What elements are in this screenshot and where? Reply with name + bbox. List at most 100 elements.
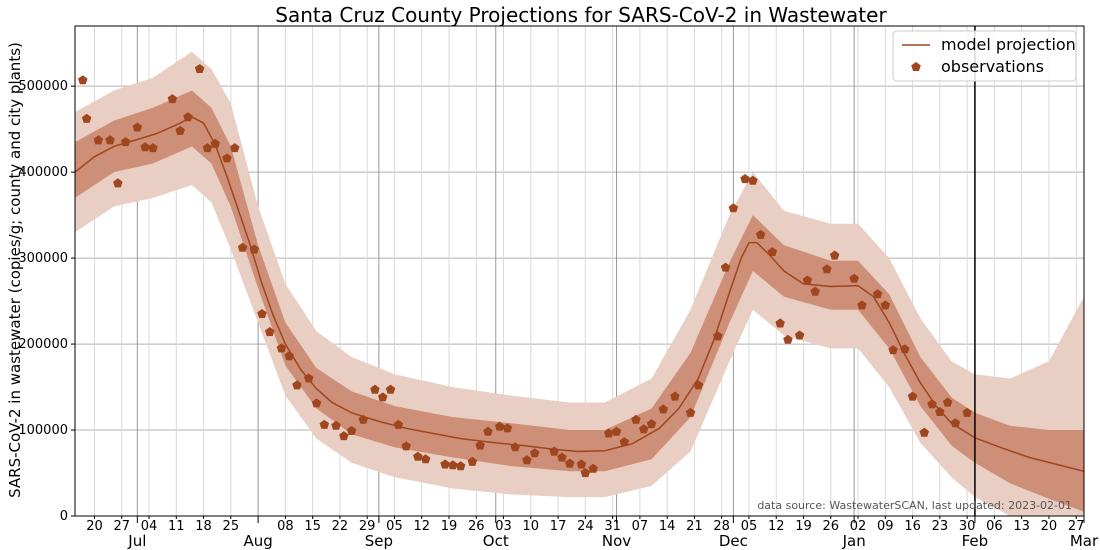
confidence-bands <box>75 51 1084 517</box>
observation-point <box>880 300 891 310</box>
observation-point <box>619 437 630 447</box>
x-week-label: 12 <box>413 519 430 534</box>
x-week-label: 13 <box>1013 519 1030 534</box>
observation-point <box>148 143 158 153</box>
observation-point <box>237 242 248 252</box>
observation-point <box>728 203 739 213</box>
axes: 0 100000 200000 300000 400000 500000 20 27 04 11 1… <box>18 25 1099 550</box>
x-week-label: 19 <box>795 519 812 534</box>
observation-point <box>935 407 945 416</box>
observation-point <box>230 143 240 153</box>
observation-point <box>420 454 431 464</box>
data-source-note: data source: WastewaterSCAN, last update… <box>757 499 1072 512</box>
observations-layer <box>78 64 972 478</box>
x-week-label: 06 <box>986 519 1003 534</box>
observation-point <box>565 458 575 468</box>
observation-point <box>105 135 115 145</box>
x-week-label: 20 <box>86 519 103 534</box>
x-week-label: 07 <box>632 519 649 534</box>
observation-point <box>284 351 294 361</box>
observation-point <box>611 426 622 436</box>
observation-point <box>748 175 758 185</box>
observation-point <box>720 262 731 272</box>
observation-point <box>339 431 349 441</box>
x-week-label: 20 <box>1041 519 1058 534</box>
x-week-label: 30 <box>959 519 976 534</box>
x-week-label: 15 <box>304 519 321 534</box>
observation-point <box>140 142 150 152</box>
observation-point <box>919 427 929 437</box>
observation-point <box>810 286 820 296</box>
observation-point <box>775 318 785 328</box>
x-week-label: 26 <box>468 519 485 534</box>
x-week-label: 08 <box>277 519 294 534</box>
y-tick-label: 400000 <box>18 165 68 180</box>
observation-point <box>78 75 88 85</box>
observation-point <box>331 420 341 430</box>
observation-point <box>222 153 232 163</box>
observation-point <box>950 418 961 428</box>
observation-point <box>907 391 918 401</box>
observation-point <box>358 414 368 424</box>
observation-point <box>588 463 598 473</box>
observation-point <box>794 330 805 340</box>
observation-point <box>639 424 649 434</box>
y-tick-label: 300000 <box>18 251 68 266</box>
x-month-label: Nov <box>602 532 631 550</box>
observation-point <box>829 250 840 260</box>
observation-point <box>888 345 898 355</box>
observation-point <box>604 428 614 438</box>
observation-point <box>202 143 213 153</box>
observation-point <box>857 300 867 310</box>
observation-point <box>685 407 696 417</box>
observation-point <box>962 407 972 417</box>
observation-point <box>319 419 330 429</box>
observation-point <box>440 459 450 469</box>
x-week-label: 17 <box>550 519 567 534</box>
observation-point <box>646 419 657 429</box>
observation-point <box>872 289 883 299</box>
chart-title: Santa Cruz County Projections for SARS-C… <box>275 3 887 27</box>
observation-point <box>783 334 793 344</box>
x-week-label: 26 <box>823 519 840 534</box>
observation-point <box>483 426 493 436</box>
observation-point <box>494 421 505 431</box>
y-tick-label: 500000 <box>18 79 68 94</box>
observation-point <box>549 446 559 456</box>
plot-frame <box>74 25 1085 517</box>
observation-point <box>822 264 832 274</box>
x-week-label: 09 <box>877 519 894 534</box>
model-projection-line <box>74 116 1085 473</box>
observation-point <box>113 178 123 188</box>
x-week-label: 10 <box>523 519 540 534</box>
observation-point <box>475 440 485 450</box>
x-week-label: 25 <box>223 519 240 534</box>
observation-point <box>448 460 458 470</box>
legend: model projection observations <box>892 30 1077 82</box>
y-tick-label: 200000 <box>18 337 68 352</box>
observation-point <box>378 392 388 402</box>
observation-point <box>413 451 423 461</box>
observation-point <box>557 452 567 462</box>
observation-point <box>658 404 668 414</box>
x-month-label: Mar <box>1070 532 1099 550</box>
observation-point <box>401 441 411 451</box>
observation-point <box>631 414 641 424</box>
x-week-label: 21 <box>686 519 703 534</box>
x-week-label: 04 <box>141 519 158 534</box>
x-week-label: 14 <box>659 519 676 534</box>
observation-point <box>502 423 513 433</box>
x-month-label: Dec <box>719 532 748 550</box>
observation-point <box>257 309 267 318</box>
observation-point <box>81 113 92 123</box>
observation-point <box>265 327 275 337</box>
x-month-label: Jan <box>842 532 866 550</box>
observation-point <box>194 64 205 73</box>
x-week-label: 28 <box>713 519 730 534</box>
observation-point <box>370 384 380 394</box>
x-week-label: 12 <box>768 519 785 534</box>
observation-point <box>292 380 302 390</box>
x-month-label: Aug <box>243 532 272 550</box>
x-week-label: 16 <box>904 519 921 534</box>
